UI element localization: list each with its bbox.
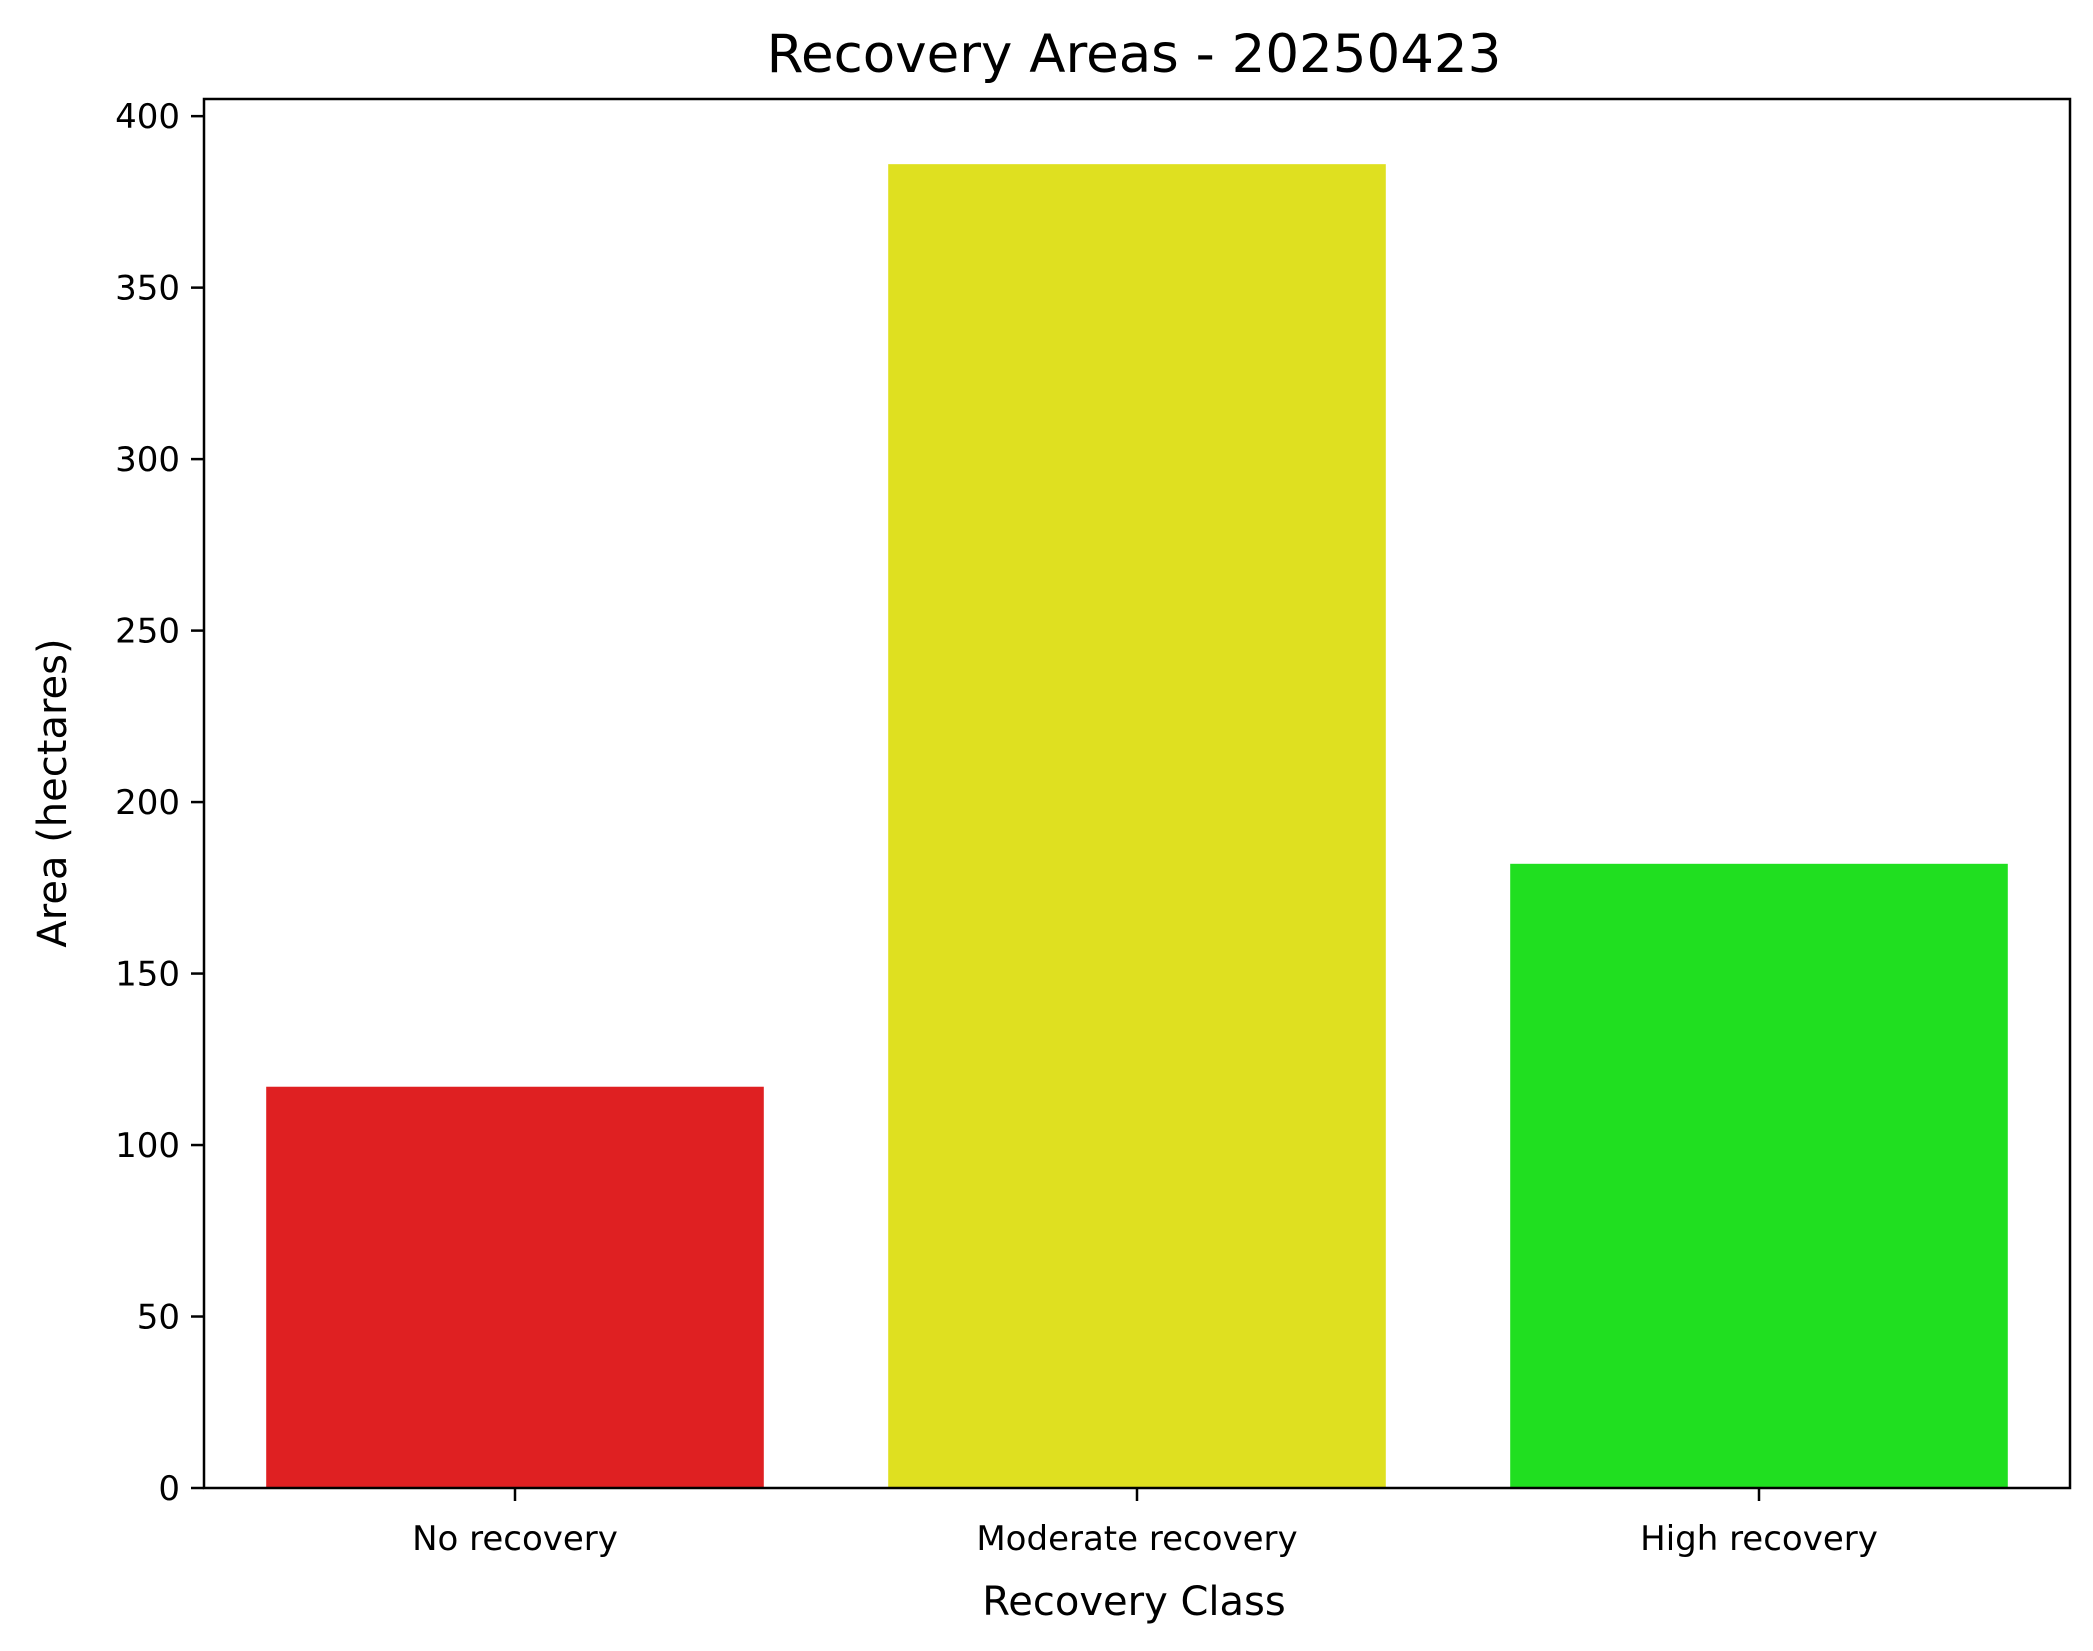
y-tick-label: 200 (115, 783, 180, 823)
x-tick-label: No recovery (412, 1519, 618, 1559)
y-tick-label: 50 (137, 1298, 180, 1338)
bar-no-recovery (266, 1086, 764, 1488)
bar-moderate-recovery (888, 164, 1386, 1488)
y-axis-label: Area (hectares) (30, 638, 76, 947)
y-axis-ticks: 0 50 100 150 200 250 300 350 400 (115, 97, 204, 1509)
y-tick-label: 400 (115, 97, 180, 137)
bar-high-recovery (1510, 863, 2008, 1488)
y-tick-label: 250 (115, 612, 180, 652)
plot-frame (202, 97, 2072, 1490)
y-tick-label: 0 (158, 1469, 180, 1509)
x-tick-label: High recovery (1640, 1519, 1878, 1559)
y-tick-label: 100 (115, 1126, 180, 1166)
bars-group (266, 164, 2008, 1488)
y-tick-label: 300 (115, 440, 180, 480)
x-axis-ticks: No recovery Moderate recovery High recover… (412, 1488, 1878, 1559)
x-axis-label: Recovery Class (982, 1579, 1285, 1625)
chart-title: Recovery Areas - 20250423 (767, 24, 1502, 85)
y-tick-label: 350 (115, 269, 180, 309)
y-tick-label: 150 (115, 955, 180, 995)
x-tick-label: Moderate recovery (976, 1519, 1297, 1559)
